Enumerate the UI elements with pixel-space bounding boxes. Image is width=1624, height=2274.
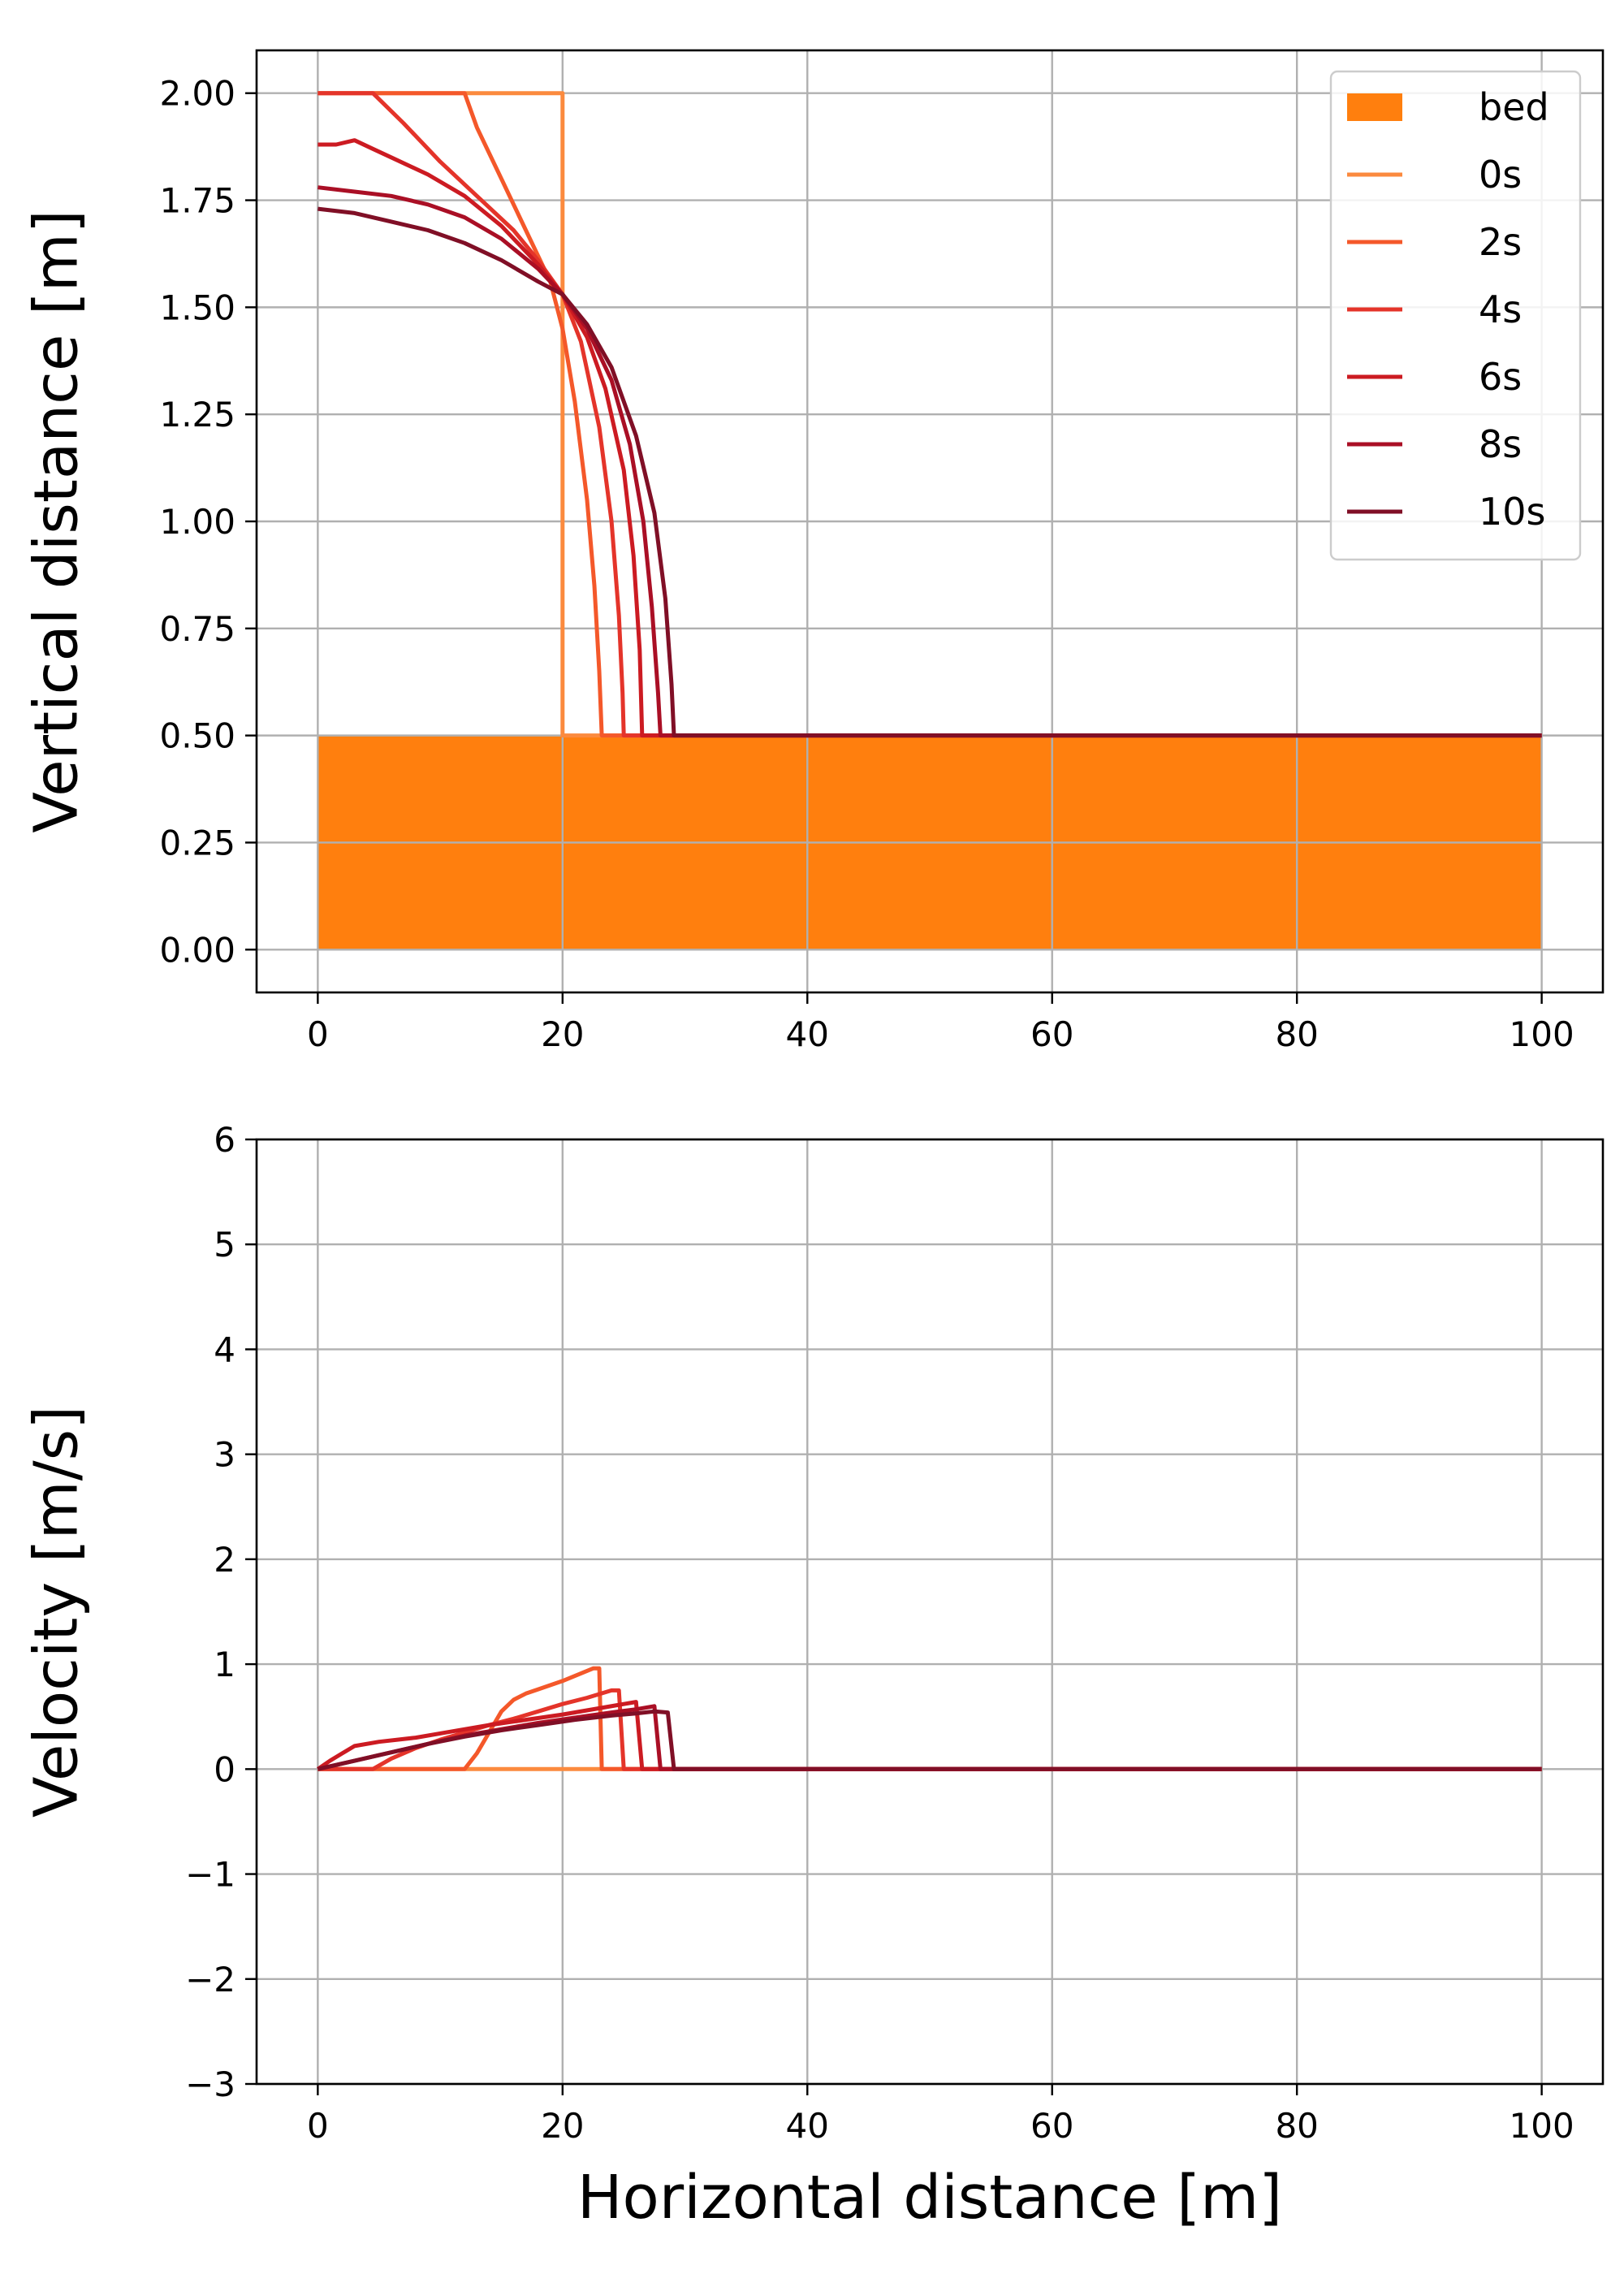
y-tick-label: 0.75 — [159, 609, 235, 649]
legend: bed 0s 2s 4s 6s 8s 10s — [1329, 70, 1582, 561]
y-tick-label: 0 — [214, 1749, 235, 1789]
y-tick-label: 0.50 — [159, 716, 235, 756]
legend-label: 2s — [1479, 220, 1522, 264]
y-tick-label: 1.00 — [159, 502, 235, 542]
series-line-6s — [317, 138, 1542, 738]
x-tick-label: 0 — [307, 2106, 329, 2146]
legend-label: 8s — [1479, 422, 1522, 466]
y-tick-label: 1.25 — [159, 395, 235, 434]
legend-label: 0s — [1479, 153, 1522, 197]
y-tick-label: 1 — [214, 1645, 235, 1684]
series-line-4s — [317, 1688, 1542, 1771]
legend-label: bed — [1479, 85, 1549, 129]
y-axis-title: Velocity [m/s] — [22, 1406, 92, 1818]
y-tick-label: 1.50 — [159, 287, 235, 327]
y-tick-label: 2 — [214, 1540, 235, 1580]
y-tick-label: −3 — [185, 2064, 235, 2104]
series-line-6s — [316, 1700, 1542, 1771]
y-tick-label: 3 — [214, 1435, 235, 1475]
x-tick-label: 40 — [786, 2106, 829, 2146]
x-tick-label: 60 — [1030, 1014, 1073, 1054]
legend-label: 4s — [1479, 287, 1522, 331]
x-tick-label: 80 — [1275, 1014, 1318, 1054]
height-panel: 0 20 40 60 80 100 0.00 0.25 0.50 0.75 1.00 1.25 1.50… — [22, 49, 1605, 1054]
x-tick-label: 20 — [541, 1014, 584, 1054]
series-line-2s — [317, 1666, 1542, 1771]
x-tick-label: 40 — [786, 1014, 829, 1054]
y-tick-label: 4 — [214, 1329, 235, 1369]
x-tick-label: 20 — [541, 2106, 584, 2146]
y-tick-label: 2.00 — [159, 74, 235, 114]
x-tick-label: 80 — [1275, 2106, 1318, 2146]
series-line-10s — [317, 206, 1542, 738]
y-tick-label: 5 — [214, 1225, 235, 1265]
legend-label: 10s — [1479, 490, 1546, 534]
y-tick-label: −2 — [185, 1960, 235, 1999]
series-line-2s — [317, 91, 1542, 738]
legend-marker-bed — [1347, 93, 1402, 121]
x-tick-label: 0 — [307, 1014, 329, 1054]
x-tick-label: 60 — [1030, 2106, 1073, 2146]
y-tick-label: 0.00 — [159, 930, 235, 970]
y-axis-title: Vertical distance [m] — [22, 210, 92, 832]
axes-frame — [255, 1138, 1605, 2086]
y-tick-label: −1 — [185, 1855, 235, 1895]
y-tick-label: 1.75 — [159, 181, 235, 221]
x-tick-label: 100 — [1510, 1014, 1574, 1054]
legend-label: 6s — [1479, 355, 1522, 399]
y-tick-label: 6 — [214, 1120, 235, 1160]
x-axis-title: Horizontal distance [m] — [577, 2163, 1282, 2233]
velocity-panel: 0 20 40 60 80 100 −3 −2 −1 0 1 2 3 4 5 6 Velocity [m/s] H… — [22, 1120, 1605, 2233]
x-tick-label: 100 — [1510, 2106, 1574, 2146]
y-tick-label: 0.25 — [159, 823, 235, 862]
series-line-10s — [317, 1709, 1542, 1771]
